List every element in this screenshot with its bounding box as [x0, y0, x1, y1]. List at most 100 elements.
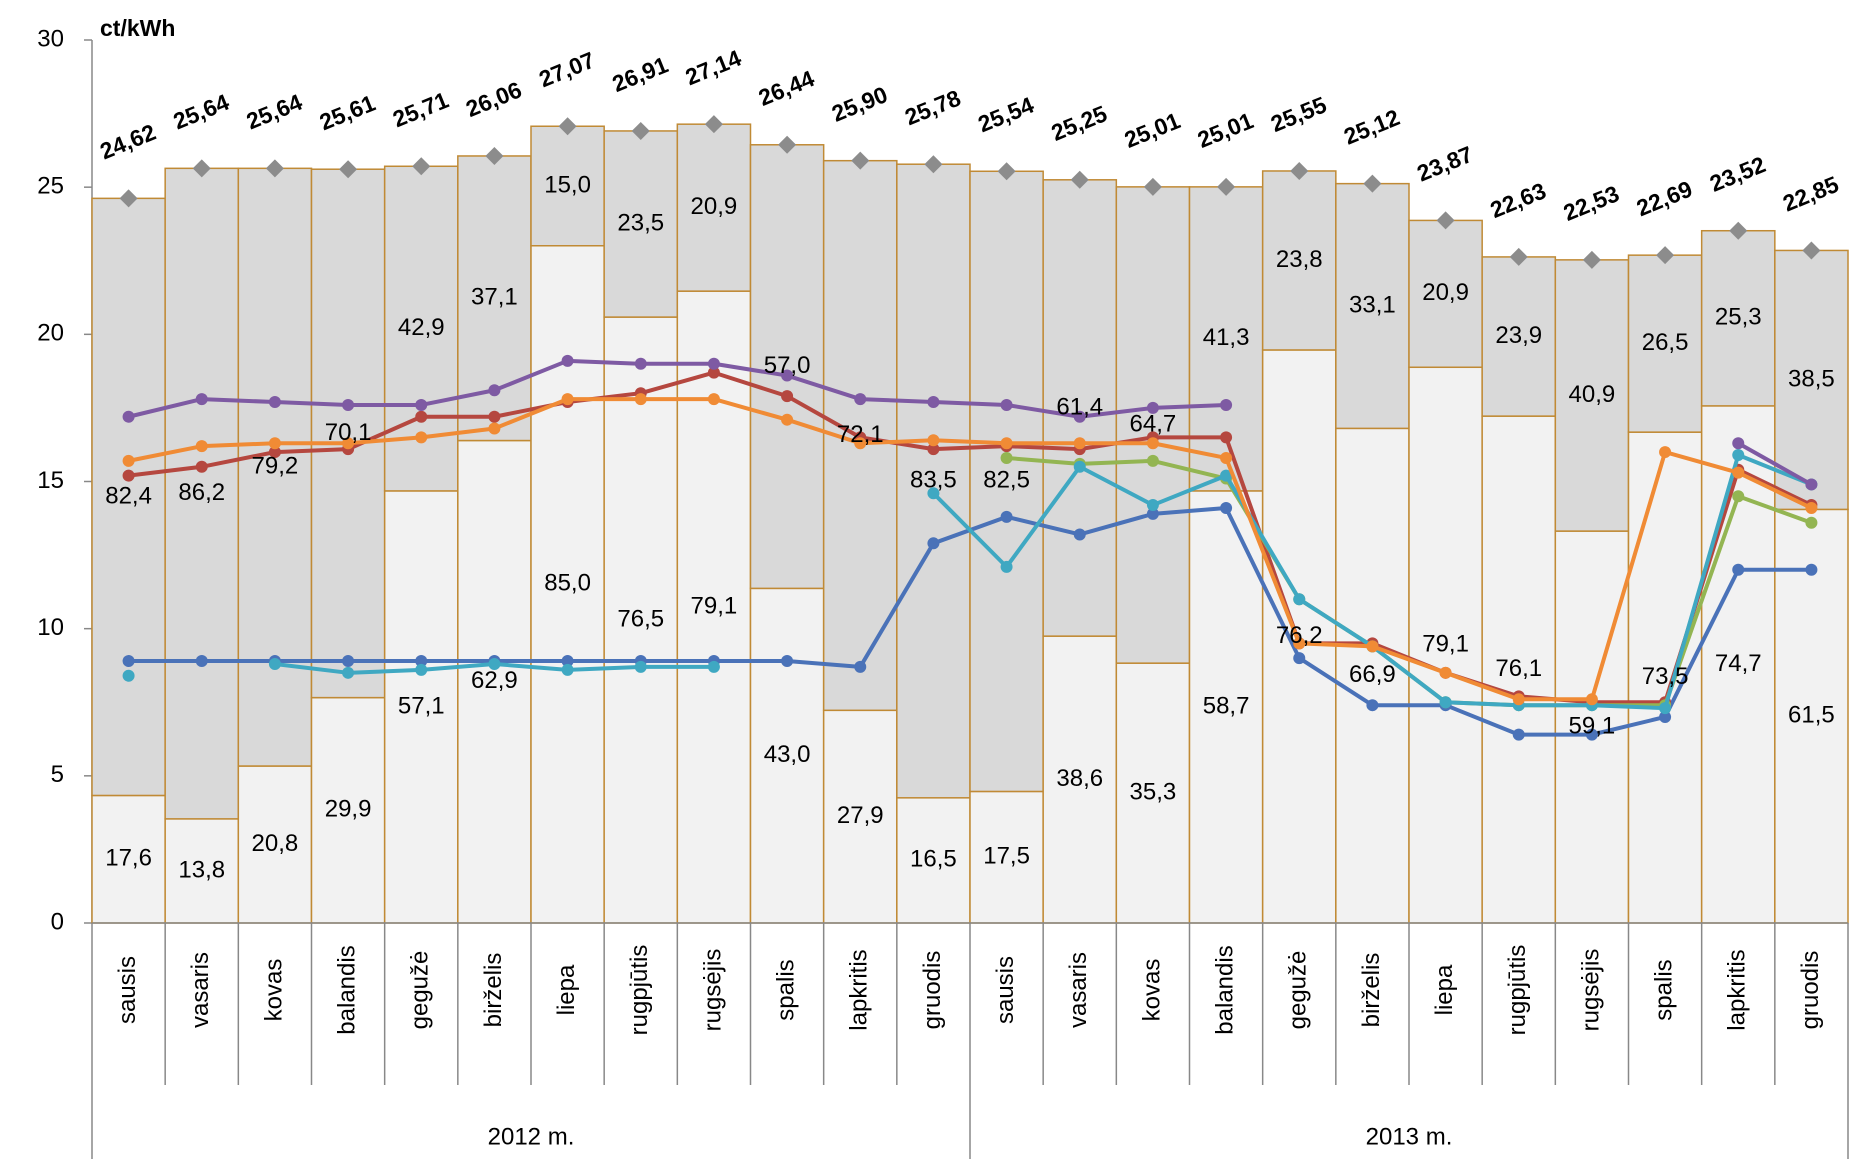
- line-point: [634, 393, 647, 406]
- bar-lower: [822, 709, 898, 924]
- x-tick-label: lapkritis: [846, 949, 873, 1030]
- total-marker: [924, 155, 943, 174]
- total-marker: [1436, 211, 1455, 230]
- bar-lower: [1481, 415, 1557, 924]
- total-label: 22,53: [1560, 180, 1623, 226]
- upper-label: 40,9: [1569, 381, 1616, 408]
- line-point: [1073, 528, 1086, 541]
- x-tick-label: balandis: [1211, 945, 1238, 1034]
- x-tick-label: kovas: [1138, 959, 1165, 1022]
- line-point: [342, 655, 355, 668]
- x-tick-label: lapkritis: [1724, 949, 1751, 1030]
- line: [128, 397, 1813, 702]
- x-tick-label: birželis: [1358, 953, 1385, 1028]
- upper-label: 83,5: [910, 466, 957, 493]
- group-label: 2013 m.: [1366, 1123, 1453, 1150]
- bar-lower: [1261, 349, 1337, 924]
- line-point: [1732, 490, 1745, 503]
- total-label: 22,85: [1779, 171, 1842, 217]
- line-point: [195, 460, 208, 473]
- total-label: 25,61: [316, 90, 379, 136]
- line-point: [561, 663, 574, 676]
- x-tick-label: rugpjūtis: [1504, 945, 1531, 1036]
- total-marker: [192, 159, 211, 178]
- lower-label: 17,6: [105, 845, 152, 872]
- line-point: [1146, 454, 1159, 467]
- total-label: 22,63: [1486, 177, 1549, 223]
- line-point: [122, 410, 135, 423]
- bar-upper: [91, 197, 166, 797]
- x-tick-label: spalis: [772, 959, 799, 1020]
- group-label: 2012 m.: [488, 1123, 575, 1150]
- bar-lower: [1335, 427, 1410, 924]
- line-point: [1000, 398, 1013, 411]
- y-tick-label: 10: [37, 614, 64, 641]
- line-point: [1805, 478, 1818, 491]
- bar-upper: [1115, 186, 1191, 664]
- line-point: [1732, 563, 1745, 576]
- total-marker: [265, 159, 284, 178]
- line-point: [1000, 560, 1013, 573]
- line-point: [927, 396, 940, 409]
- total-marker: [704, 115, 723, 134]
- x-tick-label: sausis: [114, 956, 141, 1024]
- total-label: 25,55: [1267, 91, 1330, 137]
- total-marker: [1290, 161, 1309, 180]
- total-label: 25,78: [901, 85, 964, 131]
- bar-upper: [1481, 256, 1557, 417]
- bar-upper: [1700, 229, 1776, 407]
- line-point: [488, 384, 501, 397]
- lower-label: 58,7: [1203, 692, 1250, 719]
- lower-label: 27,9: [837, 802, 884, 829]
- upper-label: 20,9: [1422, 279, 1469, 306]
- line-point: [488, 422, 501, 435]
- bar-lower: [457, 439, 532, 924]
- line-point: [707, 660, 720, 673]
- total-label: 27,14: [682, 44, 745, 90]
- upper-label: 41,3: [1203, 324, 1250, 351]
- line-point: [488, 410, 501, 423]
- bar-lower: [91, 794, 166, 924]
- line-point: [854, 393, 867, 406]
- upper-label: 86,2: [178, 479, 225, 506]
- line-point: [195, 655, 208, 668]
- lower-label: 17,5: [983, 843, 1030, 870]
- line-point: [854, 660, 867, 673]
- line-point: [1073, 460, 1086, 473]
- lower-label: 74,7: [1715, 650, 1762, 677]
- total-marker: [412, 157, 431, 176]
- line-point: [927, 434, 940, 447]
- line-point: [1220, 431, 1233, 444]
- line-point: [268, 657, 281, 670]
- line-point: [1293, 593, 1306, 606]
- upper-label: 23,8: [1276, 246, 1323, 273]
- lower-label: 62,9: [471, 667, 518, 694]
- bar-lower: [1774, 508, 1849, 924]
- upper-label: 82,5: [983, 467, 1030, 494]
- line-point: [1732, 466, 1745, 479]
- total-marker: [1729, 221, 1748, 240]
- upper-label: 72,1: [837, 421, 884, 448]
- bar-upper: [969, 170, 1044, 793]
- x-tick-label: gruodis: [919, 951, 946, 1030]
- line-point: [342, 398, 355, 411]
- line-point: [1220, 501, 1233, 514]
- total-marker: [1070, 170, 1089, 189]
- x-tick-label: gegužė: [1285, 951, 1312, 1030]
- bar-upper: [896, 163, 971, 799]
- line-point: [122, 454, 135, 467]
- lower-label: 57,1: [398, 692, 445, 719]
- line-point: [1146, 437, 1159, 450]
- bar-upper: [1627, 254, 1703, 433]
- y-tick-label: 15: [37, 467, 64, 494]
- x-tick-label: balandis: [333, 945, 360, 1034]
- total-marker: [339, 160, 358, 179]
- bar-lower: [1627, 431, 1703, 924]
- total-label: 25,90: [828, 81, 891, 127]
- line-point: [1659, 710, 1672, 723]
- line-point: [1805, 563, 1818, 576]
- total-marker: [631, 121, 650, 140]
- line-point: [854, 437, 867, 450]
- line-point: [1146, 507, 1159, 520]
- lower-label: 76,5: [617, 605, 664, 632]
